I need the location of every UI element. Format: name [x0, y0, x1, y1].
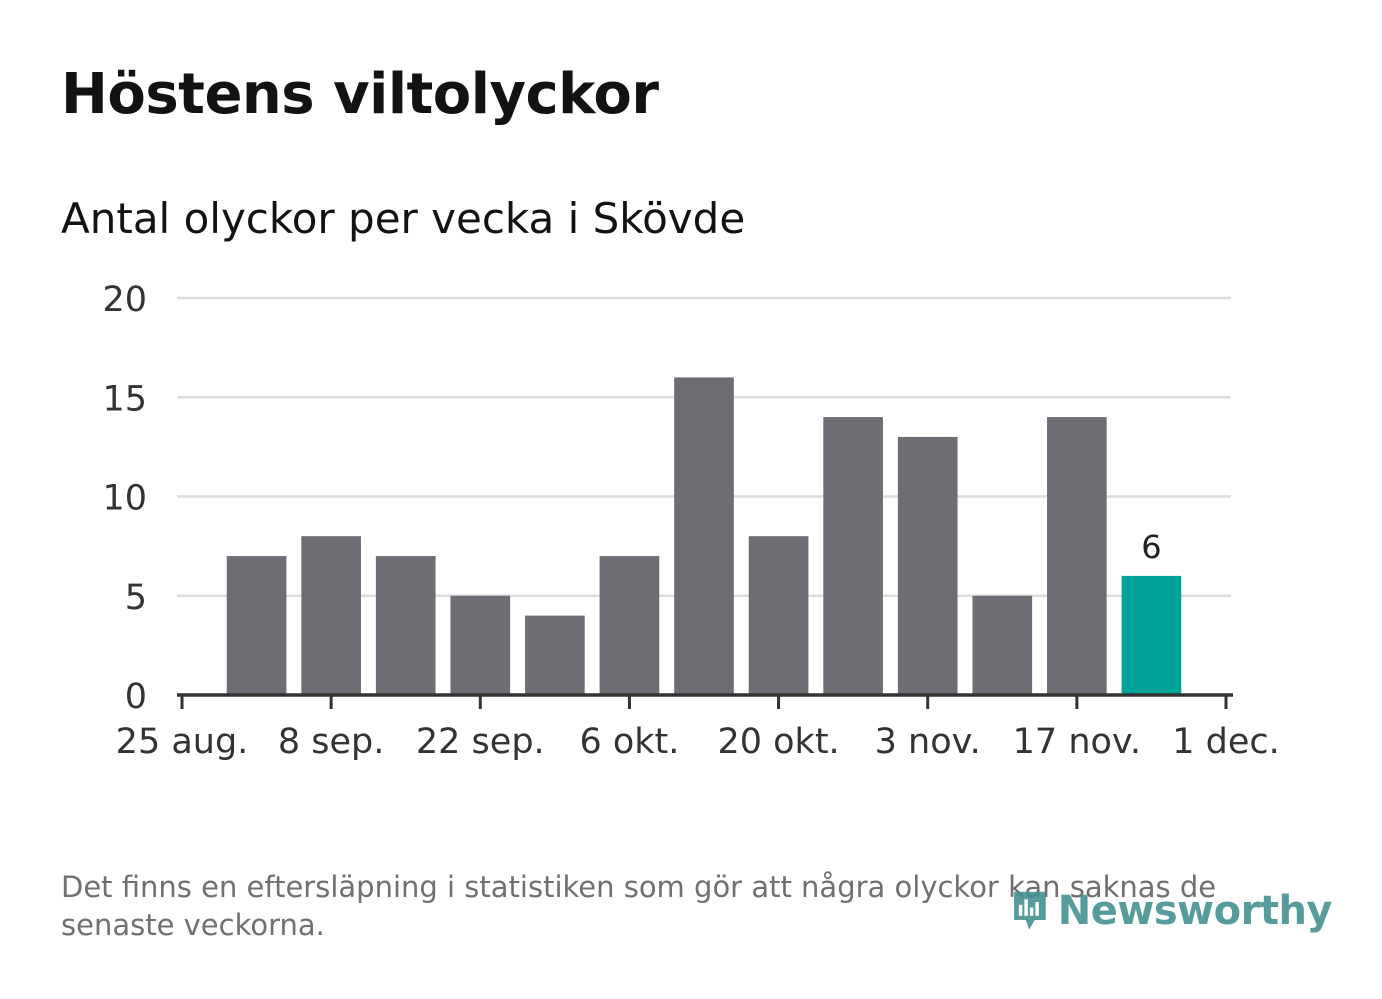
bar: [972, 595, 1033, 695]
bars: [226, 377, 1182, 695]
y-tick-label: 20: [102, 280, 147, 320]
brand-logo: Newsworthy: [1012, 876, 1333, 946]
bar: [897, 436, 958, 695]
y-tick-label: 5: [125, 578, 147, 618]
bar: [599, 556, 660, 695]
y-tick-label: 15: [102, 379, 147, 419]
bar: [301, 536, 361, 695]
data-labels: 6: [1141, 528, 1161, 566]
brand-name: Newsworthy: [1057, 888, 1333, 934]
x-axis: 25 aug. 8 sep. 22 sep. 6 okt. 20 okt. 3 nov. 1…: [116, 693, 1280, 762]
x-tick-label: 17 nov.: [1013, 722, 1141, 762]
x-tick-label: 20 okt.: [717, 722, 839, 762]
x-tick-label: 6 okt.: [579, 722, 679, 762]
x-tick-label: 22 sep.: [416, 722, 545, 762]
bar: [226, 556, 287, 695]
bar-chart: 0 5 10 15 20 25 aug. 8 sep. 22 sep. 6 okt. 20 ok…: [102, 280, 1280, 762]
bar-value-label: 6: [1141, 528, 1161, 566]
x-tick-label: 1 dec.: [1172, 722, 1280, 762]
chart-subtitle: Antal olyckor per vecka i Skövde: [61, 194, 746, 243]
x-tick-label: 8 sep.: [278, 722, 385, 762]
x-tick-label: 3 nov.: [875, 722, 981, 762]
bar: [525, 615, 585, 695]
y-tick-label: 0: [125, 677, 147, 717]
bar: [450, 595, 511, 695]
bar: [823, 417, 883, 695]
bar: [375, 556, 436, 695]
y-axis-tick-labels: 0 5 10 15 20: [102, 280, 147, 717]
chart-title: Höstens viltolyckor: [61, 62, 659, 127]
bar: [1121, 575, 1182, 695]
bar: [748, 536, 809, 695]
bar: [1047, 417, 1107, 695]
bar: [674, 377, 734, 695]
newsworthy-logo-icon: [1014, 891, 1046, 930]
x-tick-label: 25 aug.: [116, 722, 249, 762]
y-tick-label: 10: [102, 479, 147, 519]
